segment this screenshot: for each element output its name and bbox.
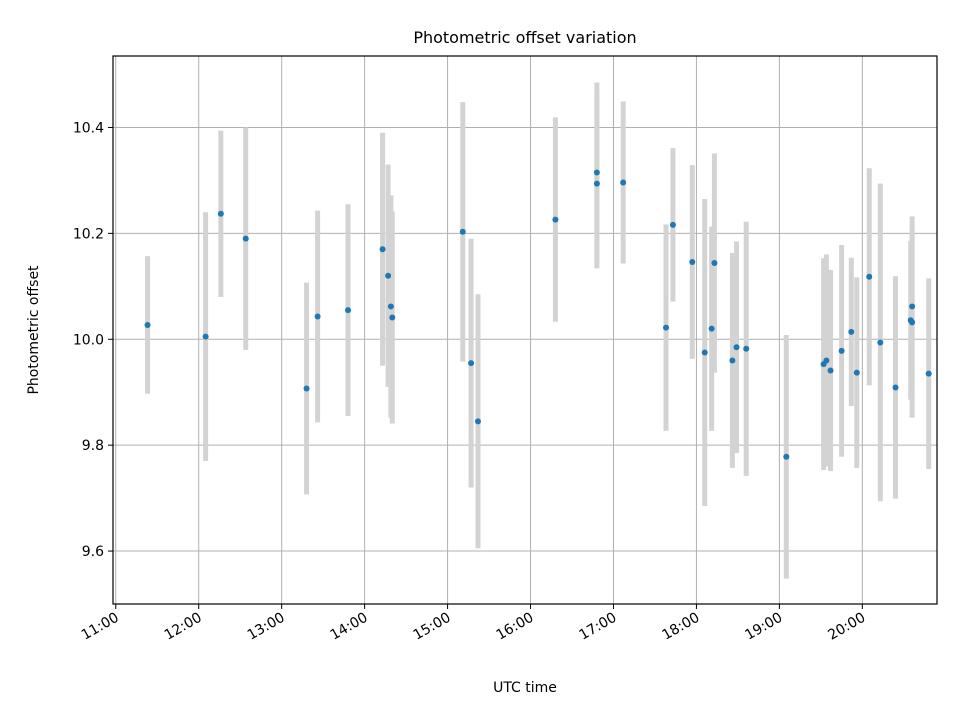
y-tick-label: 10.0 (73, 332, 104, 348)
data-point (385, 272, 392, 279)
chart-title: Photometric offset variation (413, 28, 636, 47)
data-point (669, 221, 676, 228)
data-point (877, 339, 884, 346)
data-point (144, 321, 151, 328)
data-point (689, 258, 696, 265)
data-point (733, 344, 740, 351)
data-point (620, 179, 627, 186)
data-point (729, 357, 736, 364)
data-point (242, 235, 249, 242)
plot-area-frame (112, 55, 938, 605)
data-point (459, 228, 466, 235)
y-tick-label: 9.6 (82, 544, 104, 560)
x-axis-label: UTC time (493, 680, 557, 696)
data-point (838, 347, 845, 354)
data-point (743, 345, 750, 352)
data-point (345, 307, 352, 314)
y-axis-ticks: 9.6 9.8 10.0 10.2 10.4 (73, 120, 113, 560)
data-point (925, 370, 932, 377)
data-point (701, 349, 708, 356)
data-point (892, 384, 899, 391)
data-point (468, 360, 475, 367)
data-point (379, 246, 386, 253)
data-point (711, 260, 718, 267)
data-point (389, 314, 396, 321)
data-point (314, 313, 321, 320)
y-tick-label: 9.8 (82, 438, 104, 454)
data-point (552, 216, 559, 223)
data-point (474, 418, 481, 425)
data-point (593, 180, 600, 187)
data-point (866, 273, 873, 280)
data-point (853, 369, 860, 376)
data-point (823, 357, 830, 364)
data-point (909, 319, 916, 326)
data-point (202, 333, 209, 340)
grid-lines (113, 56, 937, 604)
data-point (827, 367, 834, 374)
data-point (593, 169, 600, 176)
data-point (848, 328, 855, 335)
data-point (303, 385, 310, 392)
y-tick-label: 10.4 (73, 120, 104, 136)
data-point (708, 325, 715, 332)
data-point (663, 324, 670, 331)
data-point (909, 303, 916, 310)
data-points (144, 169, 932, 460)
data-point (783, 453, 790, 460)
data-point (217, 210, 224, 217)
y-axis-label: Photometric offset (26, 265, 42, 395)
y-tick-label: 10.2 (73, 226, 104, 242)
data-point (387, 303, 394, 310)
